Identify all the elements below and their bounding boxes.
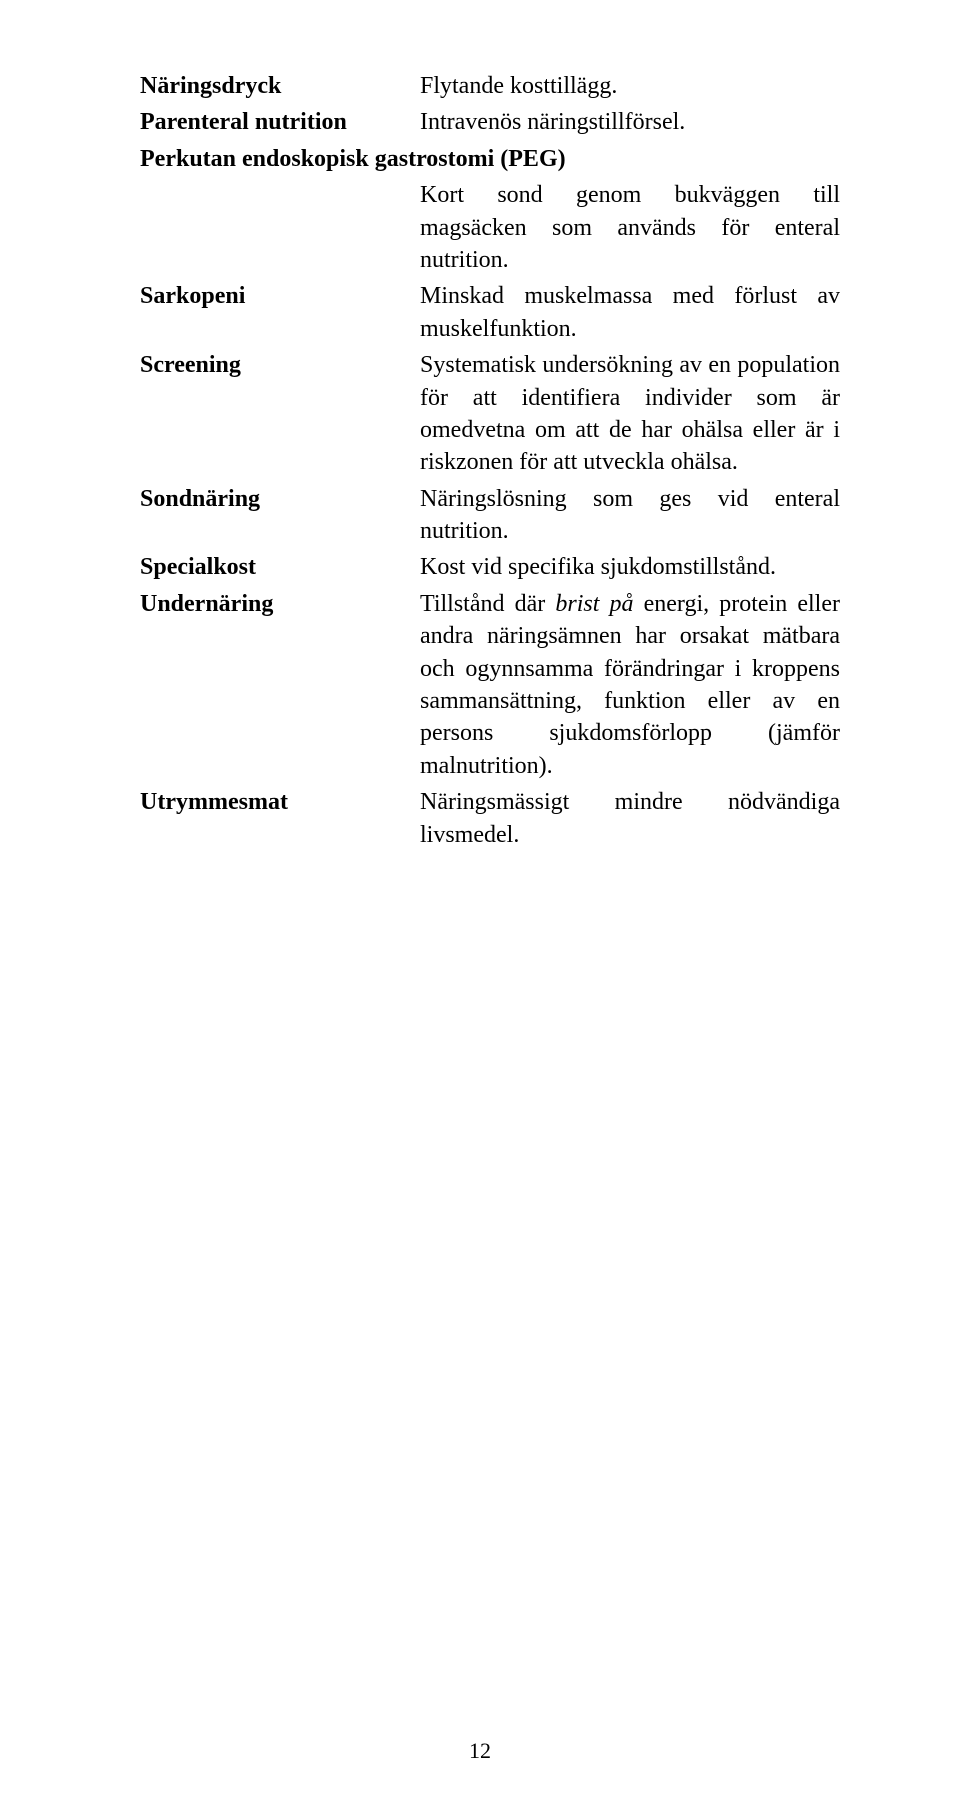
glossary-definition: Näringslösning som ges vid enteral nutri…	[420, 483, 840, 548]
glossary-definition: Systematisk undersökning av en populatio…	[420, 349, 840, 479]
glossary-term: Sarkopeni	[140, 280, 420, 312]
glossary-term: Specialkost	[140, 551, 420, 583]
glossary-entry: UndernäringTillstånd där brist på energi…	[140, 588, 840, 782]
glossary-definition: Näringsmässigt mindre nödvändiga livsmed…	[420, 786, 840, 851]
glossary-term: Perkutan endoskopisk gastrostomi (PEG)	[140, 143, 840, 175]
glossary-entry: Kort sond genom bukväggen till magsäcken…	[140, 179, 840, 276]
glossary-definition: Intravenös näringstillförsel.	[420, 106, 840, 138]
glossary-entry: Parenteral nutritionIntravenös näringsti…	[140, 106, 840, 138]
glossary-definition: Tillstånd där brist på energi, protein e…	[420, 588, 840, 782]
glossary-entry: ScreeningSystematisk undersökning av en …	[140, 349, 840, 479]
glossary-definition: Kost vid specifika sjukdomstillstånd.	[420, 551, 840, 583]
glossary-term: Näringsdryck	[140, 70, 420, 102]
glossary-definition: Minskad muskelmassa med förlust av muske…	[420, 280, 840, 345]
glossary-term: Parenteral nutrition	[140, 106, 420, 138]
glossary-definition: Flytande kosttillägg.	[420, 70, 840, 102]
glossary-entry: UtrymmesmatNäringsmässigt mindre nödvänd…	[140, 786, 840, 851]
glossary-term: Utrymmesmat	[140, 786, 420, 818]
glossary-definition: Kort sond genom bukväggen till magsäcken…	[420, 179, 840, 276]
glossary-term: Screening	[140, 349, 420, 381]
glossary-term-spacer	[140, 179, 420, 211]
glossary-entry: SarkopeniMinskad muskelmassa med förlust…	[140, 280, 840, 345]
glossary-entry: Perkutan endoskopisk gastrostomi (PEG)	[140, 143, 840, 175]
glossary-entry: NäringsdryckFlytande kosttillägg.	[140, 70, 840, 102]
glossary-list: NäringsdryckFlytande kosttillägg.Parente…	[140, 70, 840, 851]
glossary-entry: SondnäringNäringslösning som ges vid ent…	[140, 483, 840, 548]
glossary-term: Sondnäring	[140, 483, 420, 515]
document-page: NäringsdryckFlytande kosttillägg.Parente…	[0, 0, 960, 1820]
glossary-term: Undernäring	[140, 588, 420, 620]
glossary-entry: SpecialkostKost vid specifika sjukdomsti…	[140, 551, 840, 583]
page-number: 12	[0, 1738, 960, 1764]
